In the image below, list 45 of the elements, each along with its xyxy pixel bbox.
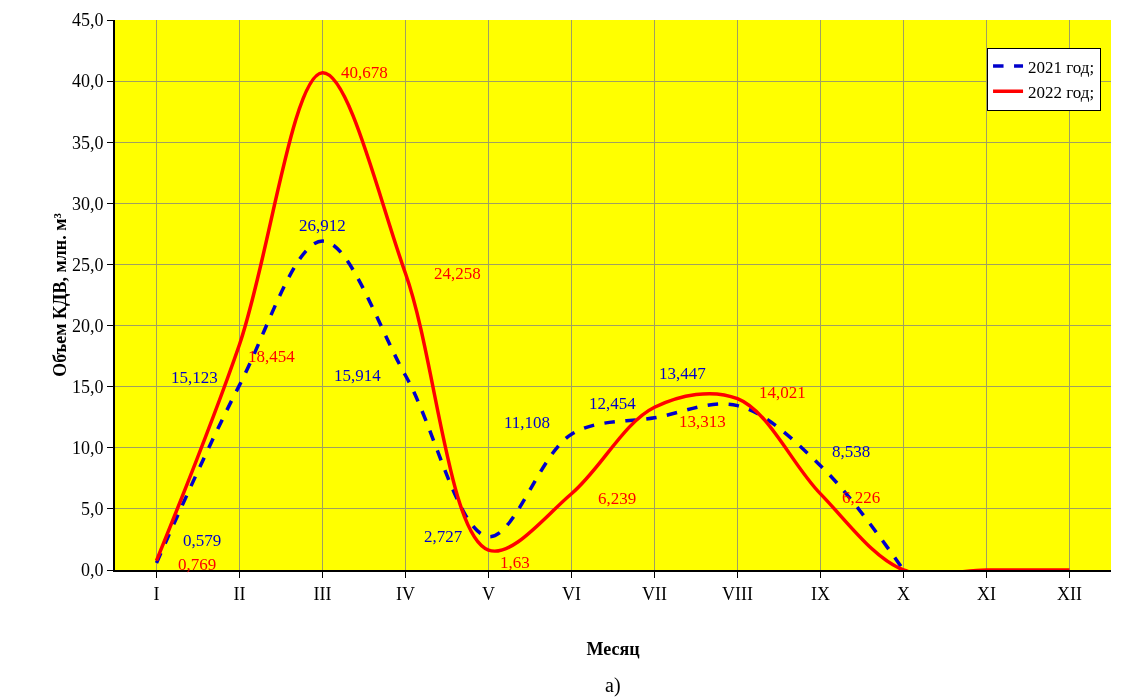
y-tick-label: 40,0 [71,71,104,92]
data-label: 1,63 [500,553,530,572]
data-label: 13,447 [659,364,707,383]
y-tick-label: 5,0 [80,499,104,520]
legend-label: 2022 год; [1028,82,1095,102]
x-tick-label: VIII [722,583,753,604]
y-tick-label: 45,0 [71,10,104,31]
data-label: 26,912 [299,216,346,235]
data-label: 13,313 [679,412,726,431]
x-tick-label: IX [811,583,830,604]
data-label: 40,678 [341,63,388,82]
x-tick-label: III [313,583,332,604]
y-axis-title: Объем КДВ, млн. м³ [49,212,70,377]
x-tick-label: X [897,583,910,604]
x-axis-title: Месяц [586,639,641,660]
x-tick-label: IV [396,583,415,604]
data-label: 15,123 [171,368,218,387]
y-tick-label: 20,0 [71,315,104,336]
x-tick-label: I [153,583,160,604]
data-label: 6,226 [842,488,881,507]
y-tick-label: 25,0 [71,254,104,275]
data-label: 24,258 [434,264,481,283]
legend-label: 2021 год; [1028,57,1095,77]
x-tick-label: V [482,583,495,604]
data-label: 12,454 [589,394,637,413]
x-tick-label: VII [642,583,667,604]
data-label: 14,021 [759,383,806,402]
y-tick-label: 30,0 [71,193,104,214]
y-tick-label: 35,0 [71,132,104,153]
data-label: 11,108 [504,413,551,432]
x-tick-label: XI [977,583,996,604]
data-label: 6,239 [598,489,637,508]
data-label: 0,579 [183,531,222,550]
text: а) [605,674,621,697]
x-tick-label: XII [1057,583,1082,604]
y-tick-label: 15,0 [71,376,104,397]
data-label: 2,727 [424,527,463,546]
data-label: 0,769 [178,555,217,574]
x-tick-label: II [233,583,246,604]
x-tick-label: VI [562,583,581,604]
data-label: 8,538 [832,442,871,461]
data-label: 18,454 [248,347,296,366]
y-tick-label: 0,0 [80,560,104,581]
y-tick-label: 10,0 [71,438,104,459]
data-label: 15,914 [334,366,382,385]
